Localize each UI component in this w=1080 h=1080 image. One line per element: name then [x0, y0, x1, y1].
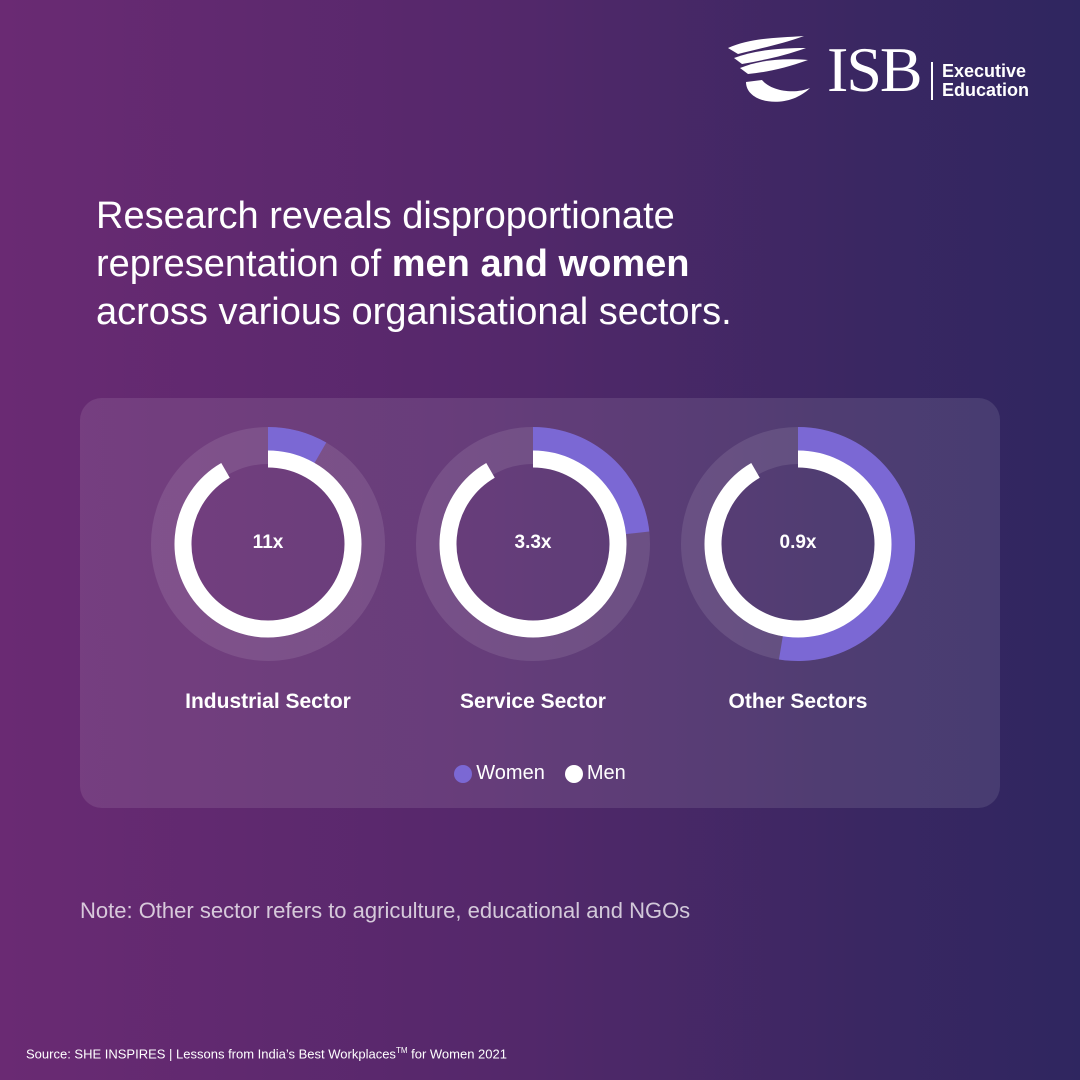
isb-logo: ISB Executive Education	[724, 32, 1044, 112]
logo-sub-line2: Education	[942, 80, 1030, 100]
sector-label: Industrial Sector	[185, 690, 351, 713]
men-segment	[174, 450, 362, 638]
source-suffix: for Women 2021	[407, 1046, 507, 1062]
sector-label: Other Sectors	[728, 690, 868, 713]
trademark-mark: TM	[395, 1046, 408, 1055]
legend-label-women: Women	[476, 762, 545, 784]
headline-line2-pre: representation of	[96, 243, 392, 285]
women-segment	[778, 427, 915, 661]
footnote: Note: Other sector refers to agriculture…	[80, 898, 691, 923]
legend-item-women: Women	[454, 762, 545, 785]
headline-line3: across various organisational sectors.	[96, 291, 732, 333]
men-segment	[439, 450, 627, 638]
chart-panel: 11x Industrial Sector 3.3x Service Sector 0.…	[80, 398, 1000, 808]
source-citation: Source: SHE INSPIRES | Lessons from Indi…	[26, 1046, 507, 1061]
chart-legend: Women Men	[80, 762, 1000, 785]
legend-dot-men	[564, 764, 583, 783]
men-segment	[704, 450, 892, 638]
legend-dot-women	[454, 764, 473, 783]
logo-divider	[931, 62, 933, 100]
legend-label-men: Men	[586, 762, 626, 784]
logo-isb-text: ISB	[827, 34, 923, 105]
headline: Research reveals disproportionate repres…	[96, 192, 996, 336]
legend-item-men: Men	[564, 762, 626, 785]
logo-sub-line1: Executive	[942, 61, 1027, 81]
donut-charts	[151, 427, 915, 661]
headline-line2-bold: men and women	[391, 243, 690, 285]
source-text: Source: SHE INSPIRES | Lessons from Indi…	[26, 1046, 396, 1062]
ratio-label: 11x	[252, 532, 284, 553]
sector-label: Service Sector	[460, 690, 606, 713]
logo-subtitle: Executive Education	[942, 62, 1029, 100]
headline-line1: Research reveals disproportionate	[96, 195, 675, 237]
ratio-label: 3.3x	[514, 532, 552, 553]
ratio-label: 0.9x	[779, 532, 817, 553]
bird-logo-icon	[728, 36, 810, 102]
